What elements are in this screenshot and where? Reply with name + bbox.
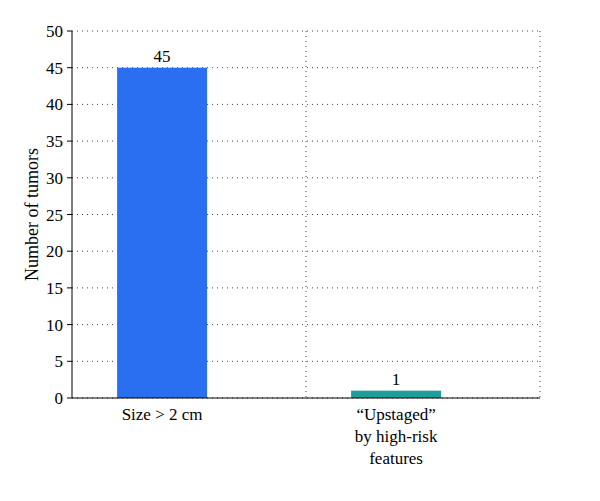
x-tick-label-line: Size > 2 cm	[122, 405, 203, 424]
bars	[117, 68, 441, 398]
grid-line-vertical	[306, 31, 307, 398]
y-tick	[67, 31, 72, 32]
y-tick	[67, 251, 72, 252]
y-tick	[67, 177, 72, 178]
y-tick-label: 10	[46, 316, 63, 335]
x-tick-label-line: features	[369, 449, 423, 468]
data-label: 45	[154, 47, 171, 66]
y-tick	[67, 361, 72, 362]
y-tick-label: 20	[46, 242, 63, 261]
x-tick-label-line: by high-risk	[355, 427, 438, 446]
bar	[351, 391, 441, 398]
y-tick-label: 15	[46, 279, 63, 298]
y-tick	[67, 287, 72, 288]
y-tick	[67, 67, 72, 68]
chart: 0 5 10 15 20 25 30 35 40 45 50 45 Size > 2 cm 1 “Upsta…	[0, 0, 600, 501]
x-tick-label-line: “Upstaged”	[356, 405, 435, 424]
y-tick	[67, 141, 72, 142]
y-tick	[67, 398, 72, 399]
y-tick-label: 50	[46, 22, 63, 41]
y-tick-label: 30	[46, 169, 63, 188]
y-axis	[72, 31, 73, 398]
y-tick-label: 40	[46, 95, 63, 114]
grid-line	[72, 398, 540, 399]
y-tick-label: 25	[46, 206, 63, 225]
y-tick	[67, 104, 72, 105]
y-tick	[67, 324, 72, 325]
y-tick-label: 35	[46, 132, 63, 151]
y-tick	[67, 214, 72, 215]
grid-line-vertical	[540, 31, 541, 398]
x-axis	[72, 398, 540, 399]
y-tick-label: 45	[46, 59, 63, 78]
x-tick-label: Size > 2 cm	[122, 405, 203, 424]
y-tick-label: 0	[55, 389, 64, 408]
x-tick-label: “Upstaged” by high-risk features	[355, 405, 438, 468]
data-label: 1	[392, 370, 401, 389]
y-tick-label: 5	[55, 352, 64, 371]
bar	[117, 68, 207, 398]
y-axis-label: Number of tumors	[22, 148, 42, 281]
